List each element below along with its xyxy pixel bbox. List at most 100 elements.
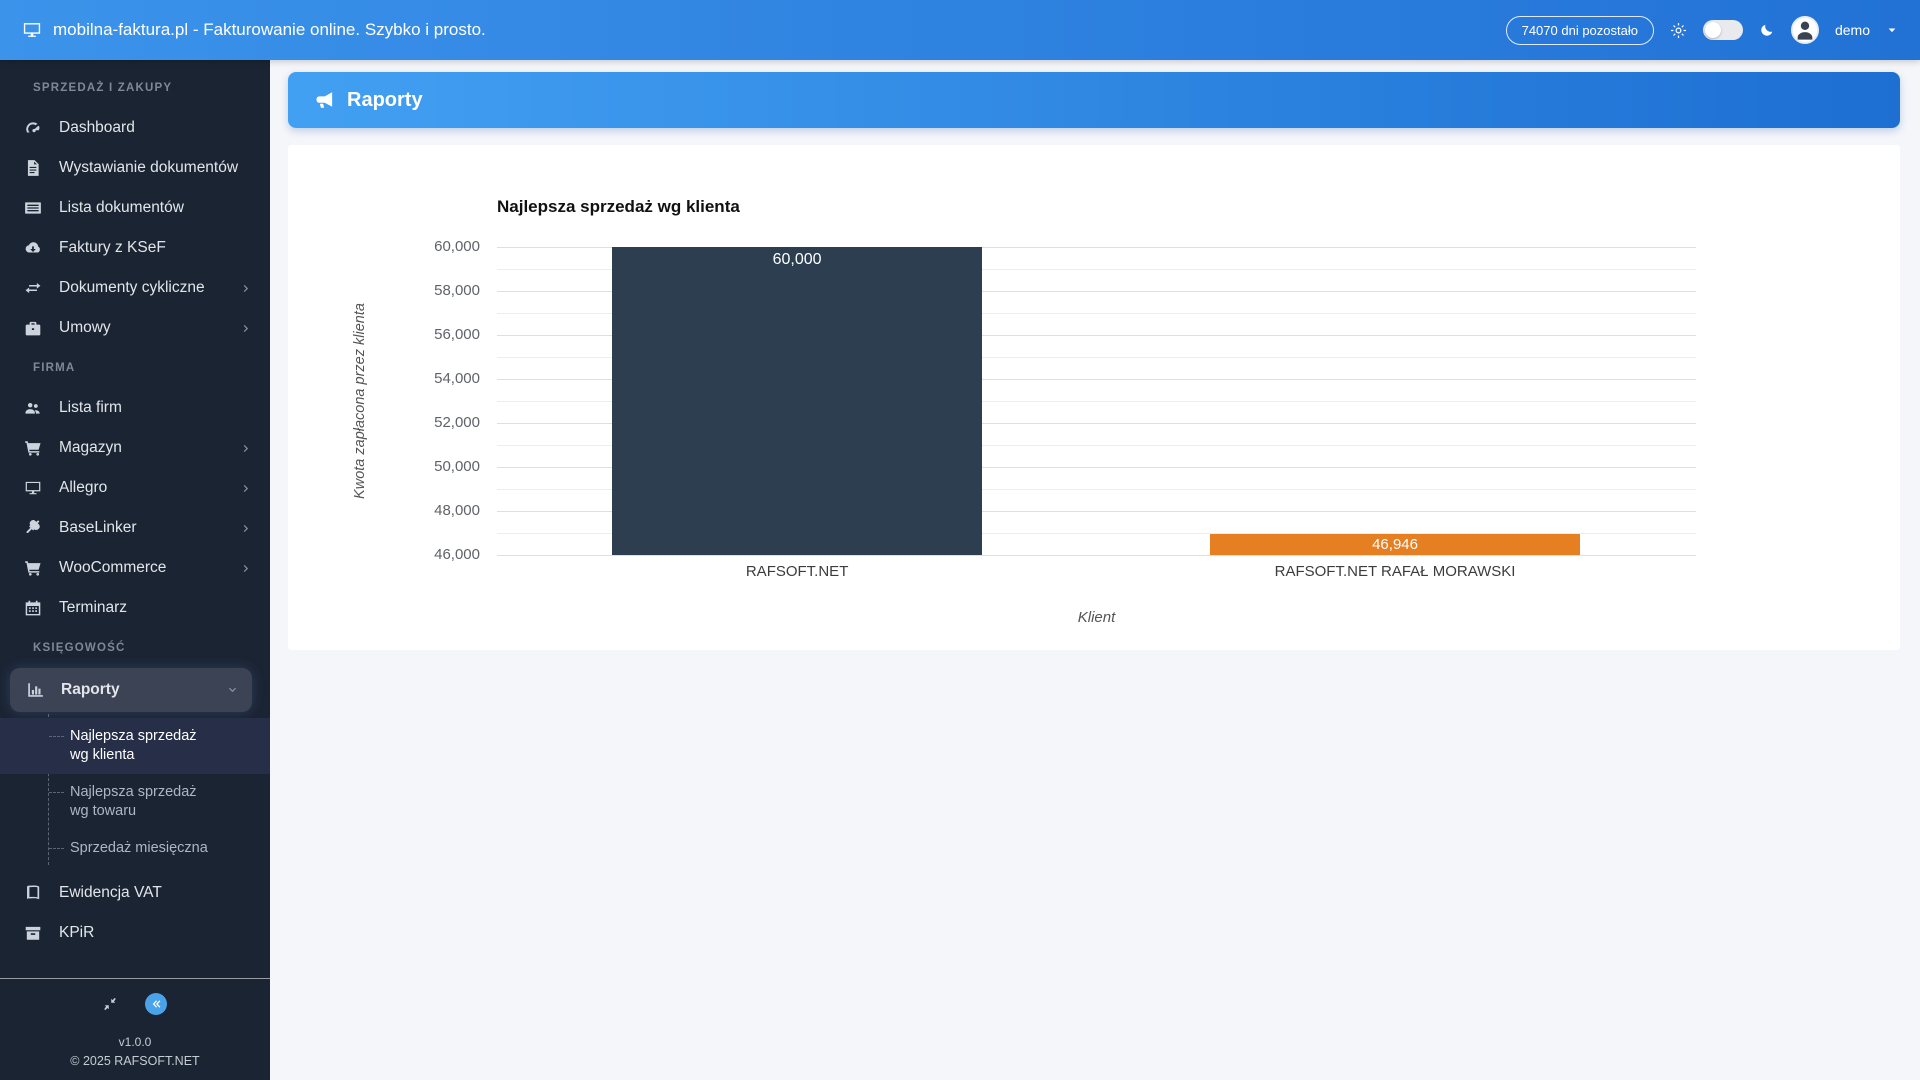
sidebar-submenu: Najlepsza sprzedaż wg klienta Najlepsza s… bbox=[0, 714, 270, 873]
avatar[interactable] bbox=[1790, 16, 1819, 44]
y-tick-label: 56,000 bbox=[434, 326, 480, 343]
plug-icon bbox=[24, 519, 42, 537]
sidebar-item-kpir[interactable]: KPiR bbox=[0, 913, 270, 953]
x-category-label: RAFSOFT.NET RAFAŁ MORAWSKI bbox=[1274, 563, 1516, 580]
submenu-item-sprzedaż-miesięczna[interactable]: Sprzedaż miesięczna bbox=[0, 830, 270, 867]
major-gridline bbox=[497, 335, 1696, 336]
sidebar-item-label: Lista firm bbox=[59, 399, 122, 416]
theme-toggle-knob[interactable] bbox=[1704, 22, 1721, 38]
sidebar-item-raporty[interactable]: Raporty bbox=[10, 668, 252, 712]
chevron-right-icon bbox=[241, 323, 252, 334]
users-icon bbox=[24, 399, 42, 417]
major-gridline bbox=[497, 467, 1696, 468]
y-axis-title: Kwota zapłacona przez klienta bbox=[352, 303, 368, 499]
main-content: Raporty Najlepsza sprzedaż wg klienta Kw… bbox=[270, 60, 1920, 1080]
chart-bar-icon bbox=[26, 681, 44, 699]
minor-gridline bbox=[497, 533, 1696, 534]
double-chevron-left-icon bbox=[152, 1000, 161, 1008]
sidebar-item-dokumenty-cykliczne[interactable]: Dokumenty cykliczne bbox=[0, 268, 270, 308]
sidebar-item-label: Dashboard bbox=[59, 119, 135, 136]
sidebar-section-label: KSIĘGOWOŚĆ bbox=[33, 642, 126, 654]
sidebar-item-faktury-z-ksef[interactable]: Faktury z KSeF bbox=[0, 228, 270, 268]
list-icon bbox=[24, 199, 42, 217]
sidebar: SPRZEDAŻ I ZAKUPY Dashboard Wystawianie do… bbox=[0, 60, 270, 1080]
sidebar-item-allegro[interactable]: Allegro bbox=[0, 468, 270, 508]
top-header: mobilna-faktura.pl - Fakturowanie online… bbox=[0, 0, 1920, 60]
y-tick-label: 46,000 bbox=[434, 546, 480, 563]
bar-value-label: 46,946 bbox=[1372, 535, 1418, 553]
user-menu[interactable]: demo bbox=[1834, 22, 1870, 38]
sidebar-item-lista-dokumentów[interactable]: Lista dokumentów bbox=[0, 188, 270, 228]
minor-gridline bbox=[497, 269, 1696, 270]
sidebar-nav: SPRZEDAŻ I ZAKUPY Dashboard Wystawianie do… bbox=[0, 60, 270, 978]
cart-icon bbox=[24, 559, 42, 577]
sidebar-item-label: Umowy bbox=[59, 319, 111, 336]
sidebar-item-terminarz[interactable]: Terminarz bbox=[0, 588, 270, 628]
sidebar-item-dashboard[interactable]: Dashboard bbox=[0, 108, 270, 148]
chevron-right-icon bbox=[241, 443, 252, 454]
sidebar-item-label: Raporty bbox=[61, 681, 120, 698]
monitor-icon bbox=[22, 20, 42, 40]
minor-gridline bbox=[497, 445, 1696, 446]
bar-rafsoft-net-rafa-morawski[interactable]: 46,946 bbox=[1209, 534, 1581, 555]
sidebar-item-baselinker[interactable]: BaseLinker bbox=[0, 508, 270, 548]
minor-gridline bbox=[497, 489, 1696, 490]
chevron-right-icon bbox=[241, 283, 252, 294]
chevron-right-icon bbox=[241, 483, 252, 494]
gauge-icon bbox=[24, 119, 42, 137]
major-gridline bbox=[497, 247, 1696, 248]
sidebar-item-label: WooCommerce bbox=[59, 559, 167, 576]
cart-icon bbox=[24, 439, 42, 457]
moon-icon bbox=[1759, 22, 1775, 38]
bar-rafsoft-net[interactable]: 60,000 bbox=[611, 247, 983, 555]
sidebar-item-label: Dokumenty cykliczne bbox=[59, 279, 205, 296]
briefcase-icon bbox=[24, 319, 42, 337]
sidebar-item-wystawianie-dokumentów[interactable]: Wystawianie dokumentów bbox=[0, 148, 270, 188]
x-axis-title: Klient bbox=[1077, 609, 1116, 626]
sidebar-item-label: Ewidencja VAT bbox=[59, 884, 162, 901]
sidebar-item-lista-firm[interactable]: Lista firm bbox=[0, 388, 270, 428]
major-gridline bbox=[497, 511, 1696, 512]
sidebar-section-label: SPRZEDAŻ I ZAKUPY bbox=[33, 82, 173, 94]
megaphone-icon bbox=[314, 90, 334, 110]
sidebar-item-label: Faktury z KSeF bbox=[59, 239, 166, 256]
sidebar-item-label: KPiR bbox=[59, 924, 95, 941]
page-banner: Raporty bbox=[288, 72, 1900, 128]
book-icon bbox=[24, 884, 42, 902]
submenu-item-najlepsza-sprzedaż-wg-klienta[interactable]: Najlepsza sprzedaż wg klienta bbox=[0, 718, 270, 774]
bar-chart: Kwota zapłacona przez klienta Klient 46,… bbox=[352, 238, 1696, 626]
days-remaining-badge: 74070 dni pozostało bbox=[1505, 15, 1654, 45]
x-category-label: RAFSOFT.NET bbox=[745, 563, 849, 580]
sidebar-item-ewidencja-vat[interactable]: Ewidencja VAT bbox=[0, 873, 270, 913]
theme-toggle[interactable] bbox=[1702, 20, 1743, 40]
sidebar-item-label: BaseLinker bbox=[59, 519, 137, 536]
cloud-download-icon bbox=[24, 239, 42, 257]
sidebar-item-label: Terminarz bbox=[59, 599, 128, 616]
archive-icon bbox=[24, 924, 42, 942]
sidebar-footer: v1.0.0 © 2025 RAFSOFT.NET bbox=[0, 978, 270, 1080]
chevron-right-icon bbox=[241, 523, 252, 534]
sidebar-item-woocommerce[interactable]: WooCommerce bbox=[0, 548, 270, 588]
sidebar-item-label: Allegro bbox=[59, 479, 108, 496]
repeat-icon bbox=[24, 279, 42, 297]
chart-card: Najlepsza sprzedaż wg klienta Kwota zapł… bbox=[288, 145, 1900, 650]
compress-icon[interactable] bbox=[103, 997, 117, 1011]
collapse-sidebar-button[interactable] bbox=[145, 993, 167, 1015]
sidebar-item-label: Magazyn bbox=[59, 439, 122, 456]
app-title: mobilna-faktura.pl - Fakturowanie online… bbox=[53, 20, 486, 39]
caret-down-icon[interactable] bbox=[1886, 24, 1898, 36]
y-tick-label: 52,000 bbox=[434, 414, 480, 431]
page-title: Raporty bbox=[347, 88, 423, 111]
minor-gridline bbox=[497, 357, 1696, 358]
major-gridline bbox=[497, 555, 1696, 556]
sidebar-item-magazyn[interactable]: Magazyn bbox=[0, 428, 270, 468]
monitor-icon bbox=[24, 479, 42, 497]
sidebar-item-umowy[interactable]: Umowy bbox=[0, 308, 270, 348]
file-icon bbox=[24, 159, 42, 177]
minor-gridline bbox=[497, 401, 1696, 402]
app-version: v1.0.0 bbox=[118, 1035, 152, 1049]
submenu-item-najlepsza-sprzedaż-wg-towaru[interactable]: Najlepsza sprzedaż wg towaru bbox=[0, 774, 270, 830]
y-tick-label: 50,000 bbox=[434, 458, 480, 475]
calendar-icon bbox=[24, 599, 42, 617]
sun-icon bbox=[1670, 22, 1687, 39]
